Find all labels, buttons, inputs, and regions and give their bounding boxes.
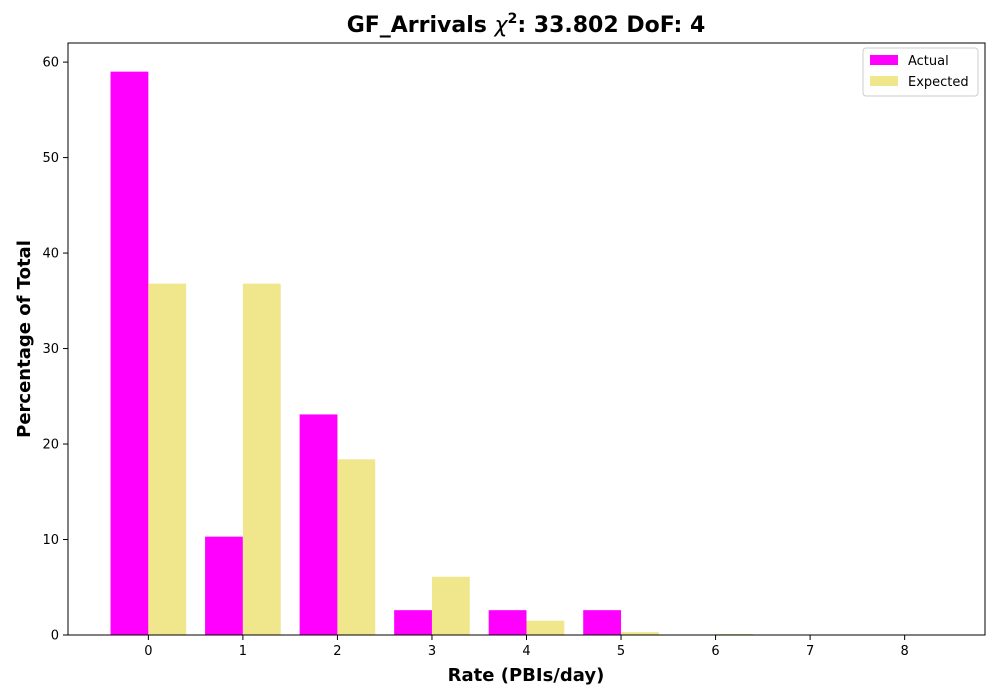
- y-tick-label: 10: [42, 533, 59, 548]
- bar-expected-2: [337, 459, 376, 635]
- bar-actual-3: [394, 610, 432, 635]
- x-tick-label: 0: [144, 644, 152, 659]
- x-tick-label: 3: [428, 644, 436, 659]
- bar-actual-1: [205, 536, 243, 635]
- bars: [110, 71, 754, 636]
- y-tick-label: 50: [42, 151, 59, 166]
- bar-actual-5: [583, 610, 622, 635]
- y-tick-label: 40: [42, 247, 59, 262]
- legend-label-actual: Actual: [908, 54, 949, 69]
- x-tick-label: 4: [522, 644, 530, 659]
- x-tick-label: 7: [806, 644, 814, 659]
- bar-expected-0: [148, 283, 187, 635]
- bar-actual-0: [110, 71, 149, 636]
- x-tick-label: 6: [711, 644, 719, 659]
- legend-label-expected: Expected: [908, 75, 969, 90]
- legend: Actual Expected: [862, 47, 979, 97]
- y-tick-label: 60: [42, 56, 59, 71]
- bar-actual-4: [488, 610, 527, 635]
- legend-swatch-expected: [870, 76, 898, 86]
- bar-expected-5: [621, 632, 659, 635]
- legend-swatch-actual: [870, 55, 898, 65]
- bar-expected-1: [242, 283, 281, 635]
- plot-frame: [67, 42, 986, 636]
- chart-title: GF_Arrivals χ2: 33.802 DoF: 4: [347, 11, 706, 38]
- x-tick-label: 1: [239, 644, 247, 659]
- bar-expected-4: [526, 620, 565, 635]
- y-tick-label: 0: [51, 629, 59, 644]
- bar-expected-3: [431, 576, 470, 635]
- bar-actual-2: [299, 414, 338, 635]
- x-tick-label: 8: [901, 644, 909, 659]
- x-tick-label: 2: [333, 644, 341, 659]
- y-tick-label: 30: [42, 342, 59, 357]
- y-tick-label: 20: [42, 438, 59, 453]
- y-axis-label: Percentage of Total: [14, 240, 35, 438]
- y-axis-ticks: 0 10 20 30 40 50 60: [42, 56, 68, 644]
- x-tick-label: 5: [617, 644, 625, 659]
- x-axis-label: Rate (PBIs/day): [448, 665, 605, 686]
- x-axis-ticks: 0 1 2 3 4 5 6 7 8: [144, 635, 909, 659]
